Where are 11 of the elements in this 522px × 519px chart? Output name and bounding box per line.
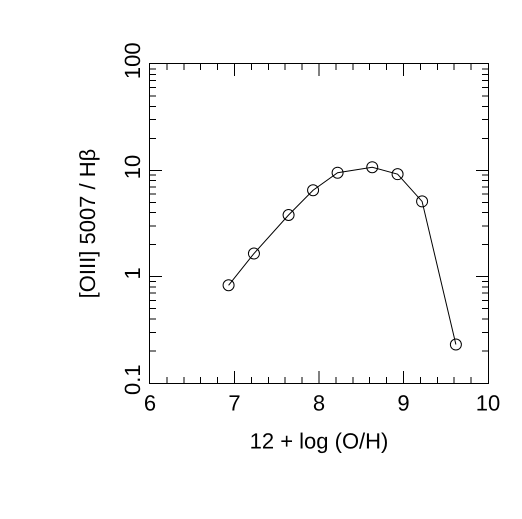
y-axis-title: [OIII] 5007 / Hβ bbox=[75, 148, 100, 298]
x-tick-label: 10 bbox=[476, 390, 500, 416]
x-tick-label: 7 bbox=[228, 390, 241, 416]
y-tick-label: 100 bbox=[120, 42, 146, 80]
x-tick-label: 6 bbox=[144, 390, 156, 416]
x-axis-title: 12 + log (O/H) bbox=[250, 428, 388, 454]
y-tick-label: 0.1 bbox=[120, 364, 146, 395]
y-tick-label: 1 bbox=[120, 267, 146, 280]
x-tick-label: 8 bbox=[312, 390, 326, 416]
y-tick-label: 10 bbox=[120, 154, 146, 180]
x-tick-label: 9 bbox=[397, 390, 410, 416]
